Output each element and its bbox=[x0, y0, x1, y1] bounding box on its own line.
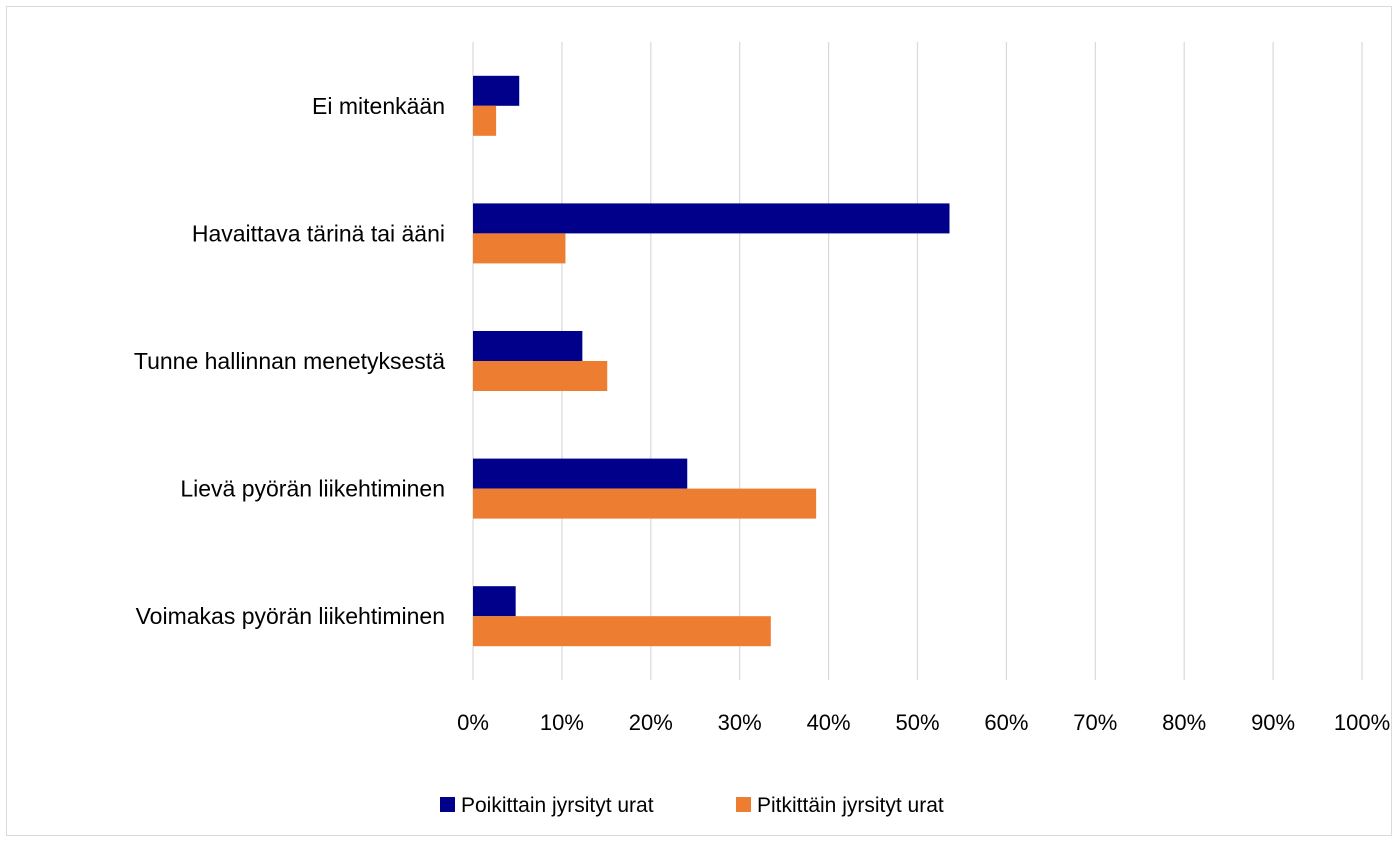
bars bbox=[473, 75, 950, 647]
bar-pitkittain bbox=[473, 233, 566, 264]
gridlines bbox=[472, 42, 1363, 680]
bar-pitkittain bbox=[473, 488, 817, 519]
legend-label: Pitkittäin jyrsityt urat bbox=[757, 794, 944, 817]
x-tick-label: 70% bbox=[1073, 710, 1117, 735]
bar-pitkittain bbox=[473, 616, 771, 647]
x-tick-label: 30% bbox=[718, 710, 762, 735]
x-tick-label: 60% bbox=[984, 710, 1028, 735]
x-tick-label: 10% bbox=[540, 710, 584, 735]
category-label: Tunne hallinnan menetyksestä bbox=[134, 348, 445, 374]
bar-pitkittain bbox=[473, 361, 608, 391]
bar-poikittain bbox=[473, 331, 583, 361]
bar-poikittain bbox=[473, 586, 516, 617]
category-labels: Ei mitenkään Havaittava tärinä tai ääni Tu… bbox=[134, 93, 445, 629]
x-tick-label: 90% bbox=[1251, 710, 1295, 735]
category-label: Ei mitenkään bbox=[312, 93, 445, 119]
x-tick-label: 50% bbox=[895, 710, 939, 735]
bar-poikittain bbox=[473, 458, 688, 489]
x-tick-label: 0% bbox=[457, 710, 489, 735]
legend-swatch bbox=[440, 797, 455, 812]
legend-label: Poikittain jyrsityt urat bbox=[461, 794, 654, 817]
legend: Poikittain jyrsityt urat Pitkittäin jyrsi… bbox=[440, 794, 944, 817]
x-tick-label: 40% bbox=[807, 710, 851, 735]
bar-poikittain bbox=[473, 75, 520, 106]
x-tick-label: 80% bbox=[1162, 710, 1206, 735]
category-label: Havaittava tärinä tai ääni bbox=[192, 220, 445, 246]
bar-pitkittain bbox=[473, 105, 497, 136]
legend-swatch bbox=[736, 797, 751, 812]
chart-frame bbox=[6, 6, 1392, 836]
x-tick-labels: 0% 10% 20% 30% 40% 50% 60% 70% 80% 90% 100% bbox=[457, 710, 1390, 735]
x-tick-label: 100% bbox=[1334, 710, 1390, 735]
bar-poikittain bbox=[473, 203, 950, 234]
category-label: Voimakas pyörän liikehtiminen bbox=[136, 603, 445, 629]
category-label: Lievä pyörän liikehtiminen bbox=[180, 476, 445, 502]
x-tick-label: 20% bbox=[629, 710, 673, 735]
